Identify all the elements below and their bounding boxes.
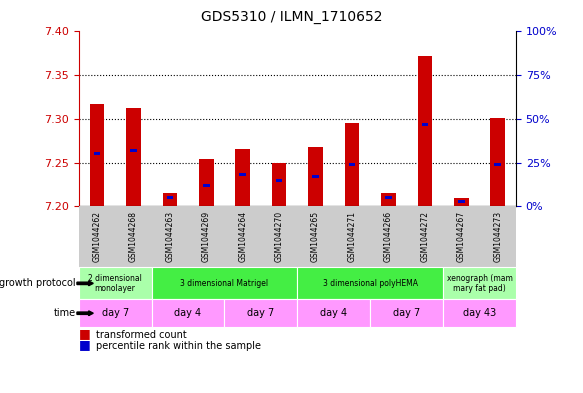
Text: time: time [54, 308, 76, 318]
Bar [385, 196, 392, 199]
Text: day 7: day 7 [393, 308, 420, 318]
Text: GSM1044266: GSM1044266 [384, 211, 393, 263]
Text: transformed count: transformed count [96, 330, 187, 340]
Text: GSM1044271: GSM1044271 [347, 211, 356, 262]
Bar [454, 198, 469, 206]
Bar [458, 200, 465, 203]
Bar [167, 196, 173, 199]
Text: xenograph (mam
mary fat pad): xenograph (mam mary fat pad) [447, 274, 512, 293]
Bar [126, 108, 141, 206]
Text: 3 dimensional Matrigel: 3 dimensional Matrigel [180, 279, 269, 288]
Text: ■: ■ [79, 327, 90, 340]
Bar [90, 104, 104, 206]
Bar [490, 118, 505, 206]
Bar [422, 123, 428, 126]
Bar [163, 193, 177, 206]
Bar [308, 147, 323, 206]
Bar [236, 149, 250, 206]
Text: GSM1044264: GSM1044264 [238, 211, 247, 263]
Text: 3 dimensional polyHEMA: 3 dimensional polyHEMA [323, 279, 417, 288]
Bar [494, 163, 501, 166]
Text: GSM1044268: GSM1044268 [129, 211, 138, 262]
Text: GSM1044272: GSM1044272 [420, 211, 429, 262]
Text: day 4: day 4 [174, 308, 202, 318]
Text: day 43: day 43 [463, 308, 496, 318]
Bar [349, 163, 355, 166]
Text: percentile rank within the sample: percentile rank within the sample [96, 341, 261, 351]
Bar [276, 178, 282, 182]
Bar [272, 163, 286, 206]
Text: growth protocol: growth protocol [0, 278, 76, 288]
Text: GDS5310 / ILMN_1710652: GDS5310 / ILMN_1710652 [201, 10, 382, 24]
Bar [199, 159, 213, 206]
Text: day 4: day 4 [320, 308, 347, 318]
Text: GSM1044263: GSM1044263 [166, 211, 174, 263]
Text: 2 dimensional
monolayer: 2 dimensional monolayer [88, 274, 142, 293]
Bar [417, 56, 432, 206]
Bar [381, 193, 396, 206]
Text: day 7: day 7 [101, 308, 129, 318]
Text: day 7: day 7 [247, 308, 275, 318]
Bar [94, 152, 100, 156]
Bar [130, 149, 136, 152]
Text: GSM1044269: GSM1044269 [202, 211, 210, 263]
Text: GSM1044270: GSM1044270 [275, 211, 283, 263]
Bar [203, 184, 209, 187]
Bar [312, 175, 319, 178]
Text: ■: ■ [79, 338, 90, 351]
Bar [345, 123, 359, 206]
Text: GSM1044262: GSM1044262 [93, 211, 101, 262]
Bar [240, 173, 246, 176]
Text: GSM1044273: GSM1044273 [493, 211, 502, 263]
Text: GSM1044267: GSM1044267 [457, 211, 466, 263]
Text: GSM1044265: GSM1044265 [311, 211, 320, 263]
